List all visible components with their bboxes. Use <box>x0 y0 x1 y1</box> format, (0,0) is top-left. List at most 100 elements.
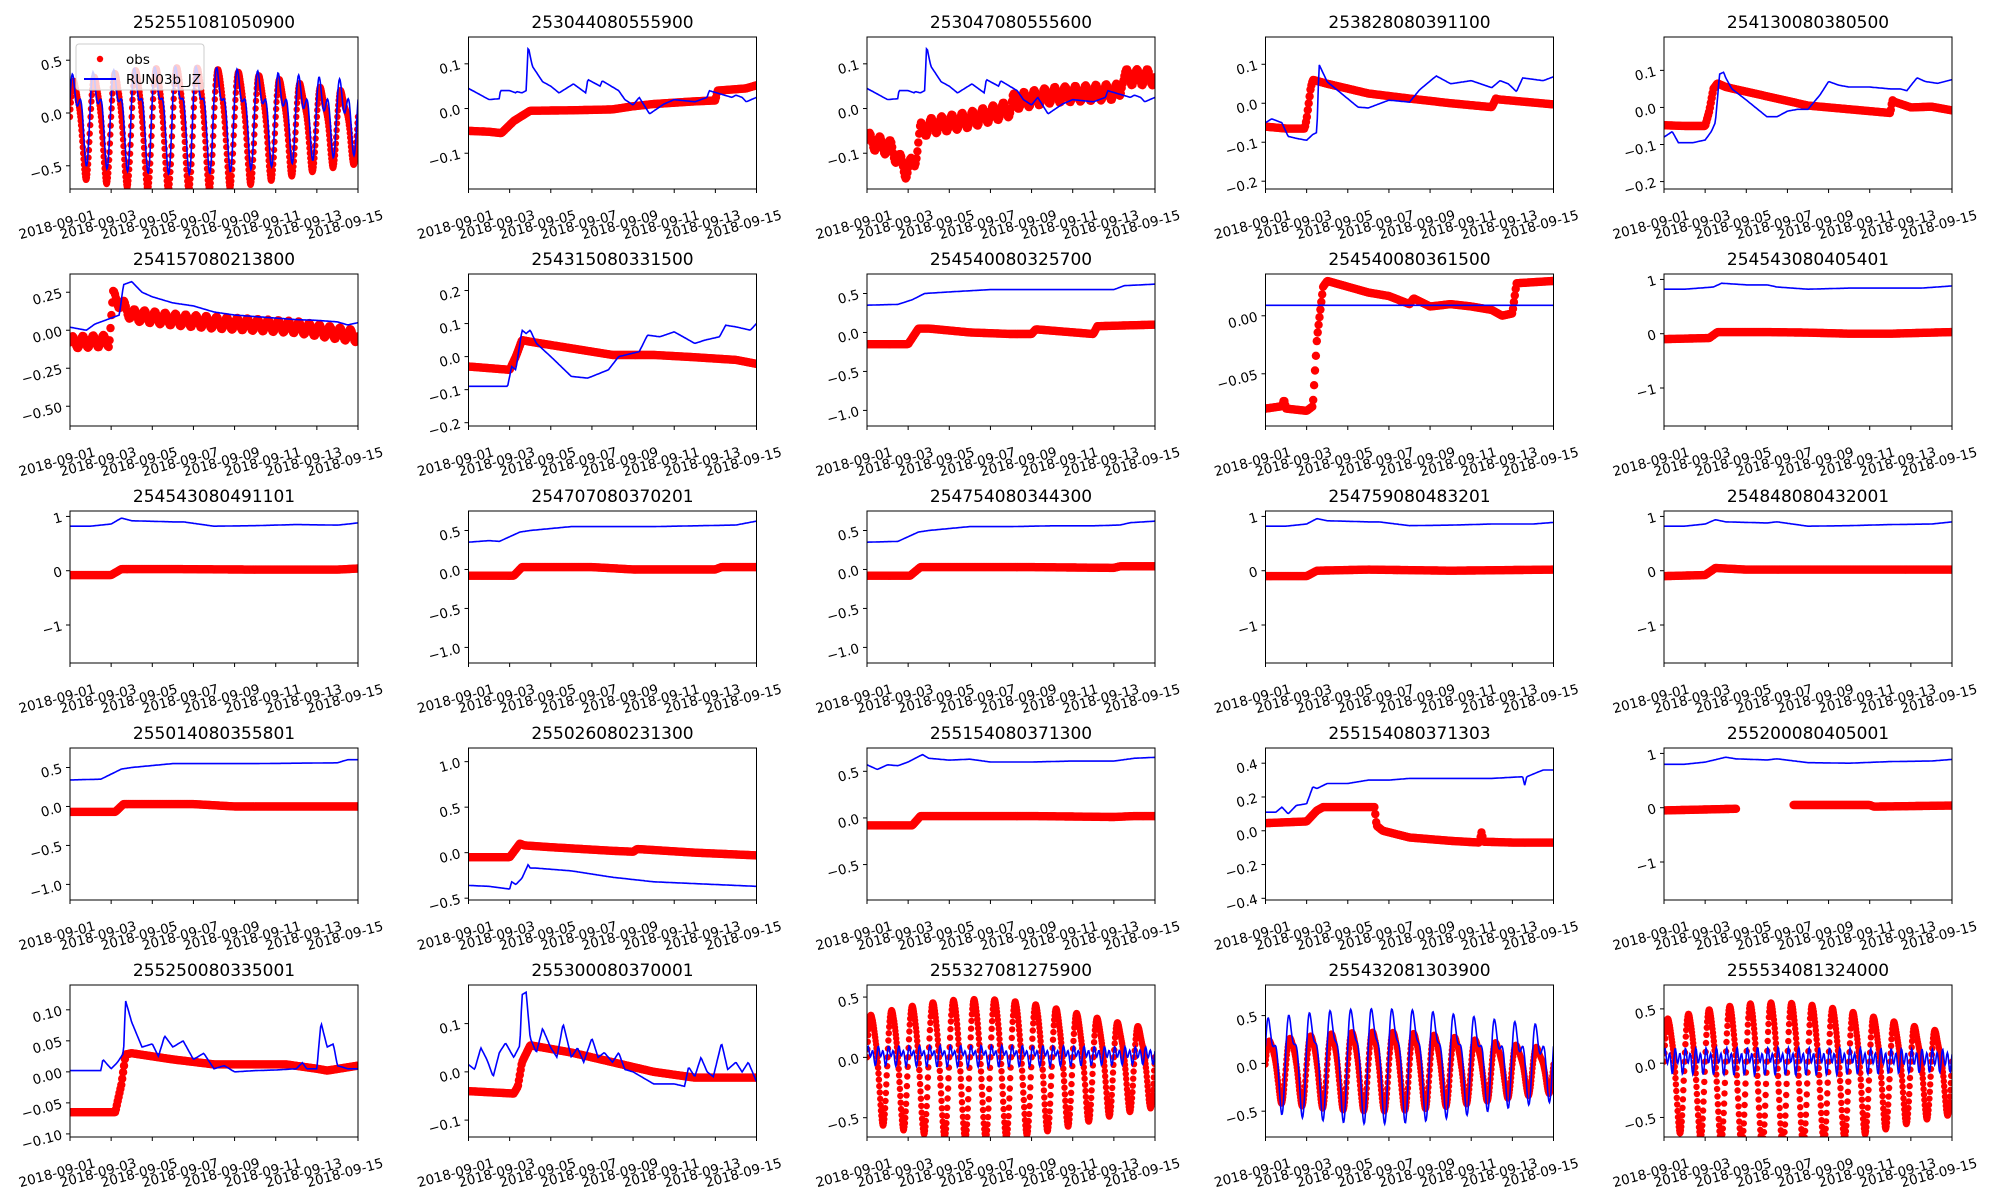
model-line <box>1664 282 1952 290</box>
obs-point <box>105 169 112 177</box>
obs-series <box>1664 79 1952 131</box>
obs-point <box>109 90 116 97</box>
subplot-title: 254543080491101 <box>133 487 295 507</box>
y-tick-label: −1.0 <box>427 641 463 665</box>
subplot: 254315080331500−0.2−0.10.00.10.22018-09-… <box>416 250 784 480</box>
obs-point <box>1947 106 1952 115</box>
obs-point <box>248 175 256 182</box>
obs-point <box>166 175 174 182</box>
y-tick-label: 0.1 <box>438 57 463 78</box>
obs-point <box>186 181 194 188</box>
y-tick-label: 0.0 <box>438 102 463 123</box>
model-line <box>867 520 1155 543</box>
y-tick-label: 0.1 <box>438 317 463 338</box>
obs-point <box>1006 104 1016 113</box>
subplot: 254543080491101−1012018-09-012018-09-032… <box>17 487 385 717</box>
axes-frame <box>69 510 359 664</box>
axes-frame <box>69 273 359 427</box>
model-line <box>70 517 358 527</box>
obs-series <box>70 286 358 353</box>
model-line <box>468 46 757 115</box>
y-tick-label: −0.1 <box>1622 138 1658 162</box>
obs-point <box>353 564 358 573</box>
obs-point <box>914 138 923 147</box>
obs-point <box>1302 112 1312 122</box>
subplot: 254540080325700−1.0−0.50.00.52018-09-012… <box>814 250 1182 480</box>
y-tick-label: 1 <box>1646 273 1658 291</box>
model-line <box>468 323 757 388</box>
obs-point <box>1508 304 1518 313</box>
obs-point <box>1316 305 1325 314</box>
obs-point <box>1549 100 1554 109</box>
obs-point <box>752 359 757 369</box>
y-tick-label: −0.1 <box>825 147 861 171</box>
y-tick-label: 0.5 <box>39 54 64 75</box>
axes-frame <box>866 273 1156 427</box>
obs-series <box>70 564 358 580</box>
obs-point <box>145 179 153 187</box>
obs-point <box>1150 73 1155 82</box>
axes-frame <box>1265 36 1554 190</box>
model-line <box>70 280 358 332</box>
obs-point <box>1311 351 1321 360</box>
y-tick-label: 0.2 <box>438 284 463 305</box>
obs-point <box>70 99 74 106</box>
obs-series <box>468 336 757 374</box>
obs-point <box>314 106 321 114</box>
obs-series <box>1265 565 1554 581</box>
subplot: 254157080213800−0.50−0.250.000.252018-09… <box>17 250 385 480</box>
subplot-title: 253828080391100 <box>1328 13 1490 33</box>
y-tick-label: 0.0 <box>438 350 463 371</box>
obs-point <box>273 98 280 106</box>
subplot: 254543080405401−1012018-09-012018-09-032… <box>1611 250 1979 480</box>
obs-point <box>166 180 173 188</box>
y-tick-label: −1 <box>1635 381 1658 402</box>
subplot: 254754080344300−1.0−0.50.00.52018-09-012… <box>814 487 1182 717</box>
y-tick-label: −1.0 <box>825 404 861 428</box>
obs-point <box>1150 320 1155 329</box>
obs-series <box>1265 276 1554 415</box>
y-tick-label: −0.2 <box>427 416 463 440</box>
y-tick-label: −0.05 <box>1215 367 1259 393</box>
y-tick-label: 0.0 <box>836 563 861 584</box>
y-tick-label: −0.5 <box>825 602 861 626</box>
axes-frame <box>1663 36 1953 190</box>
obs-point <box>1947 327 1952 337</box>
axes-frame <box>468 510 757 664</box>
axes-frame <box>866 36 1156 190</box>
axes-frame <box>468 36 757 190</box>
subplot: 254540080361500−0.050.002018-09-012018-0… <box>1213 250 1581 480</box>
y-tick-label: −0.2 <box>1622 175 1658 199</box>
subplot: 254130080380500−0.2−0.10.00.12018-09-012… <box>1611 13 1979 243</box>
obs-point <box>1313 328 1322 337</box>
obs-point <box>104 174 112 182</box>
subplot: 254759080483201−1012018-09-012018-09-032… <box>1213 487 1581 717</box>
obs-point <box>1150 562 1155 571</box>
obs-point <box>290 163 297 170</box>
y-tick-label: 0 <box>52 564 64 582</box>
subplot-title: 254540080325700 <box>930 250 1092 270</box>
obs-point <box>752 81 757 90</box>
legend-marker-obs <box>96 55 104 63</box>
obs-point <box>253 90 260 98</box>
obs-point <box>269 166 276 174</box>
obs-point <box>106 323 115 333</box>
obs-point <box>1309 381 1319 390</box>
obs-point <box>353 332 358 341</box>
model-line <box>867 283 1155 306</box>
y-tick-label: −0.5 <box>825 365 861 389</box>
subplot: 254707080370201−1.0−0.50.00.52018-09-012… <box>416 487 784 717</box>
subplot: 253044080555900−0.10.00.12018-09-012018-… <box>416 13 784 243</box>
obs-point <box>125 172 132 179</box>
subplot-title: 254540080361500 <box>1328 250 1490 270</box>
obs-point <box>1510 291 1520 300</box>
obs-series <box>468 81 757 138</box>
obs-point <box>1308 402 1317 411</box>
subplot-title: 254754080344300 <box>930 487 1092 507</box>
y-tick-label: −0.2 <box>1224 175 1260 199</box>
y-tick-label: −0.1 <box>427 383 463 407</box>
subplot: 253047080555600−0.10.00.12018-09-012018-… <box>814 13 1182 243</box>
obs-point <box>228 172 235 180</box>
y-tick-label: 0 <box>1646 327 1658 345</box>
